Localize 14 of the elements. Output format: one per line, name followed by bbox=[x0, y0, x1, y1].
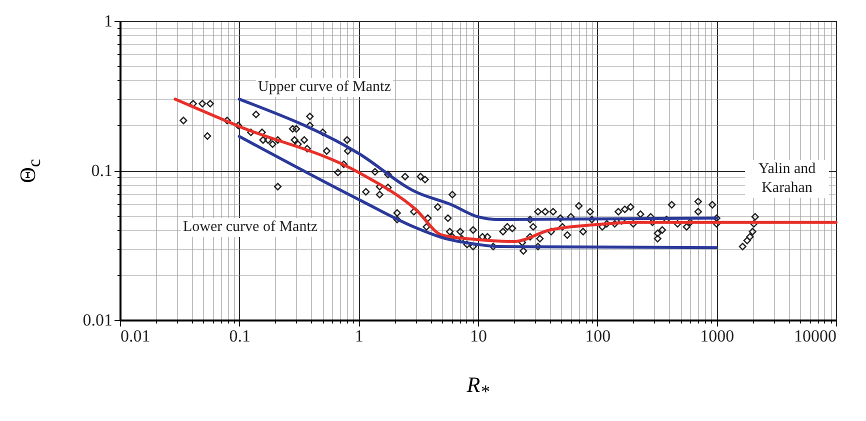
x-tick-label: 1000 bbox=[700, 326, 734, 346]
y-tick-label: 1 bbox=[104, 12, 112, 30]
y-tick-label: 0.1 bbox=[91, 161, 112, 180]
annotation: Lower curve of Mantz bbox=[181, 218, 320, 237]
x-tick-label: 100 bbox=[585, 326, 611, 346]
x-tick-label: 0.01 bbox=[120, 326, 150, 346]
annotation: Yalin and Karahan bbox=[745, 160, 829, 198]
x-tick-label: 1 bbox=[354, 326, 364, 346]
y-tick-label: 0.01 bbox=[82, 310, 112, 330]
annotation: Upper curve of Mantz bbox=[256, 78, 393, 97]
x-axis-title: R$_{*}$ bbox=[466, 372, 490, 402]
x-tick-label: 10000 bbox=[794, 326, 836, 346]
x-tick-label: 10 bbox=[470, 326, 487, 346]
x-tick-label: 0.1 bbox=[229, 326, 250, 346]
